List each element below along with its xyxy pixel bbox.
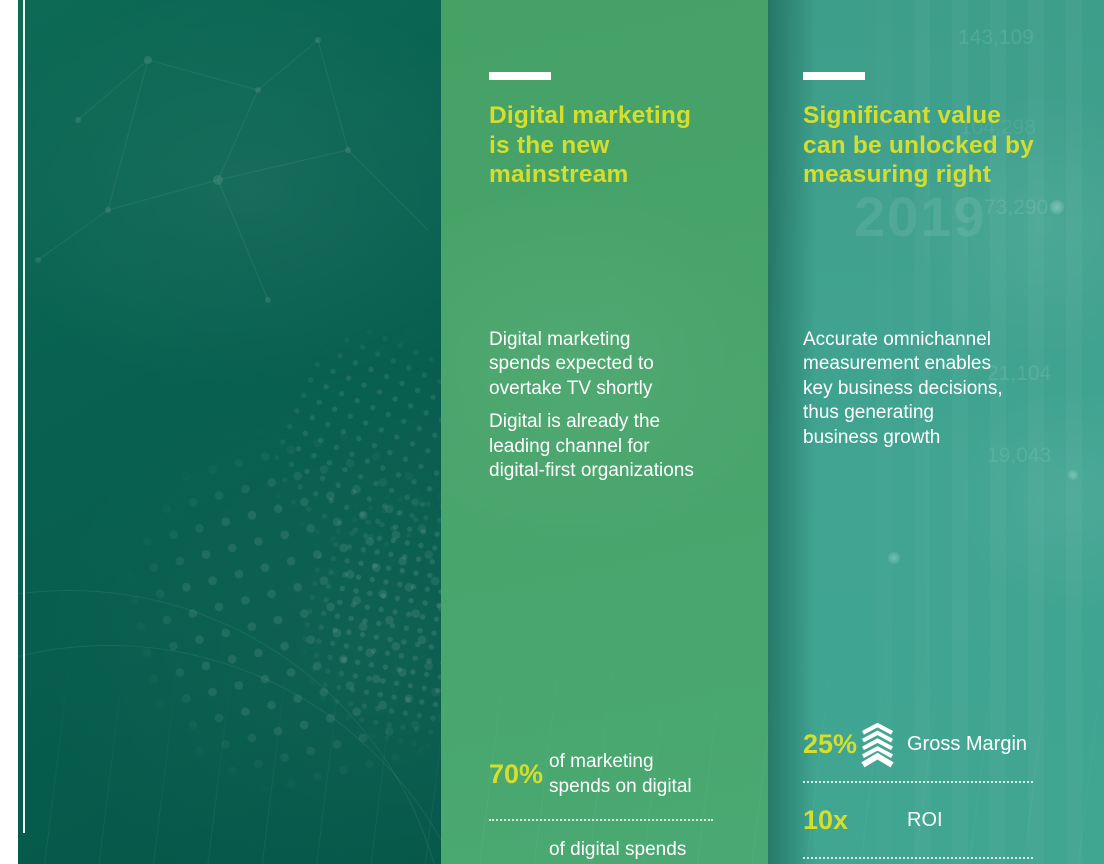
middle-column: Digital marketing is the new mainstream … (441, 0, 768, 864)
right-stats: 25% Gross Margin 10x (803, 718, 1033, 864)
left-column: AT A GLANCE 4 MEASURE TO GROW (18, 0, 441, 864)
middle-stats: 70% of marketing spends on digital 70% o… (489, 748, 713, 864)
background-number: 143,109 (958, 26, 1034, 49)
stat-value: 10x (803, 804, 849, 835)
paragraph: Digital is already the leading channel f… (489, 411, 694, 481)
paragraph: Digital marketing spends expected to ove… (489, 328, 654, 399)
stat-label: Gross Margin (907, 732, 1028, 755)
right-column: 143,109 104,298 73,290 21,104 19,043 201… (768, 0, 1104, 864)
background-number: 73,290 (984, 196, 1049, 219)
stat-row: 70% of marketing spends on digital (489, 748, 713, 802)
right-heading: Significant value can be unlocked by mea… (803, 101, 1104, 190)
left-accent-line (23, 0, 25, 833)
heading-line: can be unlocked by (803, 131, 1034, 159)
heading-line: Digital marketing (489, 102, 692, 129)
heading-line: measuring right (803, 161, 992, 188)
slide: AT A GLANCE 4 MEASURE TO GROW Digital ma… (18, 0, 1104, 864)
dotted-separator (803, 857, 1033, 859)
stat-value: 25% (803, 728, 858, 759)
glow-dot (1050, 200, 1064, 214)
paragraph: Accurate omnichannel measurement enables… (803, 328, 1003, 448)
background-number: 104,298 (960, 116, 1036, 139)
stat-value: 70% (489, 759, 544, 789)
chevrons-up-icon (861, 721, 901, 768)
dotted-separator (489, 818, 713, 821)
middle-body-text: Digital marketing spends expected to ove… (489, 328, 768, 484)
chart-bars-pattern (838, 0, 1104, 864)
stat-label: of marketing spends on digital (549, 751, 692, 797)
stat-value: 70% (489, 860, 549, 864)
heading-accent-dash (489, 72, 551, 80)
stat-row: 10x ROI (803, 794, 1033, 846)
middle-heading: Digital marketing is the new mainstream (489, 101, 768, 190)
stat-label: ROI (907, 808, 943, 831)
heading-line: is the new (489, 131, 610, 159)
heading-line: Significant value (803, 102, 1002, 129)
stat-row: 25% Gross Margin (803, 718, 1033, 770)
heading-line: mainstream (489, 161, 629, 188)
stat-label: of digital spends on performance marketi… (549, 838, 687, 864)
background-number: 19,043 (987, 444, 1052, 467)
network-lines-pattern (35, 37, 429, 303)
glow-dot (888, 552, 900, 564)
glow-dot (1068, 470, 1078, 480)
right-body-text: Accurate omnichannel measurement enables… (803, 328, 1104, 451)
stat-row: 70% of digital spends on performance mar… (489, 838, 713, 864)
background-year: 2019 (854, 185, 987, 248)
dotted-separator (803, 781, 1033, 783)
heading-accent-dash (803, 72, 865, 80)
background-number: 21,104 (987, 362, 1052, 385)
